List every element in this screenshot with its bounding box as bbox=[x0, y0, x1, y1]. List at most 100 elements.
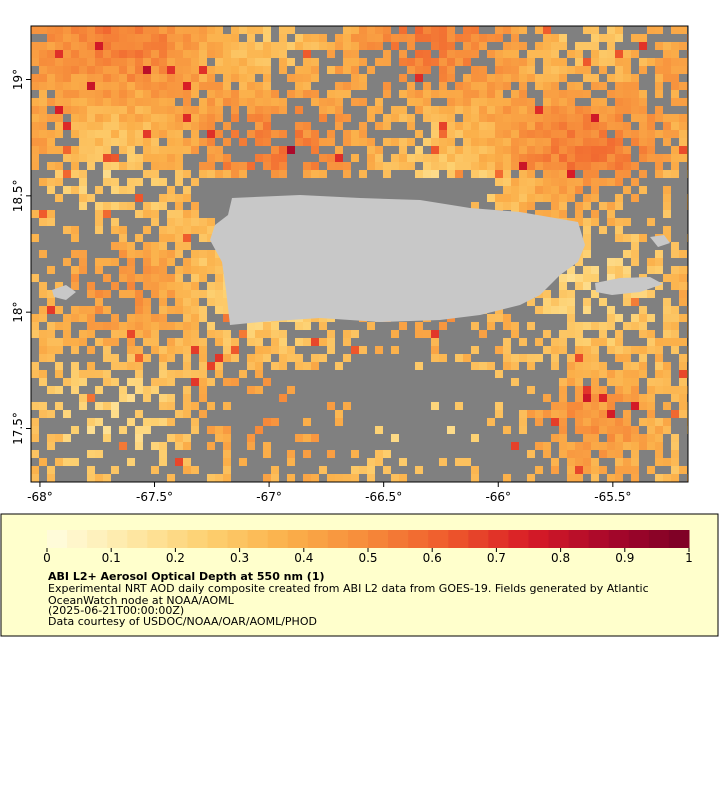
aod-cell bbox=[135, 274, 143, 282]
aod-cell bbox=[599, 34, 607, 42]
aod-cell bbox=[591, 58, 599, 66]
aod-cell bbox=[143, 74, 151, 82]
aod-cell bbox=[583, 106, 591, 114]
aod-cell bbox=[615, 314, 623, 322]
aod-cell bbox=[119, 162, 127, 170]
aod-cell bbox=[159, 418, 167, 426]
aod-cell bbox=[367, 474, 375, 482]
aod-cell bbox=[367, 66, 375, 74]
aod-cell bbox=[503, 474, 511, 482]
aod-cell bbox=[567, 178, 575, 186]
aod-cell bbox=[559, 290, 567, 298]
aod-cell bbox=[127, 42, 135, 50]
aod-cell bbox=[439, 50, 447, 58]
aod-cell bbox=[135, 34, 143, 42]
aod-cell bbox=[431, 146, 439, 154]
aod-cell bbox=[127, 130, 135, 138]
aod-cell bbox=[671, 274, 679, 282]
aod-cell bbox=[671, 266, 679, 274]
aod-cell bbox=[599, 146, 607, 154]
aod-cell bbox=[271, 98, 279, 106]
aod-cell bbox=[215, 50, 223, 58]
aod-cell bbox=[623, 130, 631, 138]
aod-cell bbox=[391, 434, 399, 442]
aod-cell bbox=[567, 378, 575, 386]
aod-cell bbox=[559, 194, 567, 202]
aod-cell bbox=[191, 42, 199, 50]
aod-cell bbox=[255, 58, 263, 66]
aod-cell bbox=[607, 306, 615, 314]
aod-cell bbox=[639, 314, 647, 322]
aod-cell bbox=[447, 34, 455, 42]
aod-cell bbox=[271, 170, 279, 178]
aod-cell bbox=[559, 34, 567, 42]
aod-cell bbox=[671, 82, 679, 90]
aod-cell bbox=[143, 26, 151, 34]
aod-cell bbox=[663, 370, 671, 378]
aod-cell bbox=[671, 322, 679, 330]
aod-cell bbox=[223, 298, 231, 306]
aod-cell bbox=[583, 74, 591, 82]
aod-cell bbox=[583, 266, 591, 274]
aod-cell bbox=[183, 138, 191, 146]
aod-cell bbox=[119, 74, 127, 82]
aod-cell bbox=[479, 162, 487, 170]
aod-cell bbox=[215, 42, 223, 50]
aod-cell bbox=[143, 354, 151, 362]
aod-cell bbox=[663, 226, 671, 234]
aod-cell bbox=[575, 330, 583, 338]
aod-cell bbox=[159, 282, 167, 290]
aod-cell bbox=[135, 106, 143, 114]
aod-cell bbox=[511, 146, 519, 154]
aod-cell bbox=[311, 434, 319, 442]
aod-cell bbox=[615, 194, 623, 202]
aod-cell bbox=[63, 74, 71, 82]
aod-cell bbox=[455, 154, 463, 162]
aod-cell bbox=[575, 458, 583, 466]
aod-cell bbox=[503, 154, 511, 162]
aod-cell bbox=[247, 114, 255, 122]
aod-cell bbox=[471, 34, 479, 42]
aod-cell bbox=[367, 466, 375, 474]
aod-cell bbox=[583, 170, 591, 178]
aod-cell bbox=[519, 178, 527, 186]
aod-cell bbox=[567, 186, 575, 194]
aod-cell bbox=[471, 474, 479, 482]
aod-cell bbox=[63, 58, 71, 66]
aod-cell bbox=[151, 338, 159, 346]
aod-cell bbox=[255, 122, 263, 130]
aod-cell bbox=[279, 26, 287, 34]
aod-cell bbox=[679, 58, 687, 66]
aod-cell bbox=[615, 58, 623, 66]
aod-cell bbox=[39, 58, 47, 66]
aod-cell bbox=[599, 386, 607, 394]
aod-cell bbox=[135, 26, 143, 34]
aod-cell bbox=[415, 58, 423, 66]
aod-cell bbox=[127, 162, 135, 170]
aod-cell bbox=[431, 338, 439, 346]
aod-cell bbox=[647, 434, 655, 442]
aod-cell bbox=[359, 98, 367, 106]
aod-cell bbox=[55, 322, 63, 330]
aod-cell bbox=[183, 354, 191, 362]
aod-cell bbox=[591, 402, 599, 410]
aod-cell bbox=[295, 122, 303, 130]
aod-cell bbox=[511, 186, 519, 194]
aod-cell bbox=[151, 34, 159, 42]
aod-cell bbox=[119, 122, 127, 130]
aod-cell bbox=[623, 458, 631, 466]
aod-cell bbox=[95, 306, 103, 314]
aod-cell bbox=[607, 434, 615, 442]
aod-cell bbox=[583, 458, 591, 466]
aod-cell bbox=[143, 50, 151, 58]
aod-cell bbox=[167, 138, 175, 146]
aod-cell bbox=[647, 154, 655, 162]
aod-cell bbox=[535, 106, 543, 114]
aod-cell bbox=[279, 346, 287, 354]
aod-cell bbox=[679, 394, 687, 402]
aod-cell bbox=[39, 458, 47, 466]
colorbar-step bbox=[307, 530, 329, 548]
aod-cell bbox=[543, 146, 551, 154]
aod-cell bbox=[191, 82, 199, 90]
aod-cell bbox=[87, 282, 95, 290]
